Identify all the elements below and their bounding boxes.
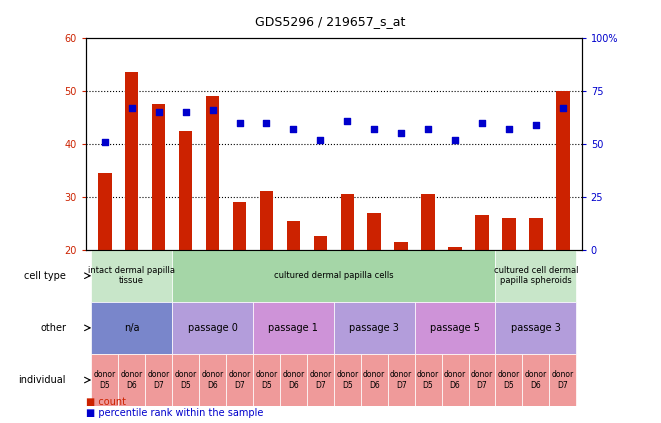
- Bar: [388, 354, 414, 406]
- Point: [180, 109, 191, 115]
- Bar: [529, 218, 543, 250]
- Text: ■ count: ■ count: [86, 397, 126, 407]
- Text: donor
D7: donor D7: [229, 370, 251, 390]
- Bar: [172, 250, 496, 302]
- Point: [369, 126, 379, 132]
- Bar: [442, 354, 469, 406]
- Text: cell type: cell type: [24, 271, 66, 281]
- Bar: [414, 354, 442, 406]
- Point: [396, 130, 407, 137]
- Point: [315, 136, 326, 143]
- Bar: [206, 96, 219, 250]
- Text: donor
D7: donor D7: [552, 370, 574, 390]
- Text: donor
D6: donor D6: [444, 370, 466, 390]
- Bar: [118, 354, 145, 406]
- Text: donor
D7: donor D7: [390, 370, 412, 390]
- Bar: [226, 354, 253, 406]
- Bar: [340, 194, 354, 250]
- Text: ■ percentile rank within the sample: ■ percentile rank within the sample: [86, 408, 263, 418]
- Text: other: other: [40, 323, 66, 333]
- Text: intact dermal papilla
tissue: intact dermal papilla tissue: [88, 266, 175, 286]
- Point: [234, 119, 245, 126]
- Bar: [414, 302, 496, 354]
- Bar: [556, 91, 570, 250]
- Bar: [91, 250, 172, 302]
- Bar: [179, 131, 192, 250]
- Bar: [91, 302, 172, 354]
- Bar: [448, 247, 462, 250]
- Bar: [287, 220, 300, 250]
- Text: donor
D5: donor D5: [94, 370, 116, 390]
- Bar: [172, 302, 253, 354]
- Bar: [496, 302, 576, 354]
- Text: donor
D5: donor D5: [498, 370, 520, 390]
- Bar: [368, 213, 381, 250]
- Point: [504, 126, 514, 132]
- Text: GDS5296 / 219657_s_at: GDS5296 / 219657_s_at: [255, 15, 406, 28]
- Point: [423, 126, 434, 132]
- Text: passage 1: passage 1: [268, 323, 319, 333]
- Bar: [502, 218, 516, 250]
- Text: donor
D5: donor D5: [336, 370, 358, 390]
- Point: [477, 119, 487, 126]
- Bar: [522, 354, 549, 406]
- Bar: [172, 354, 199, 406]
- Point: [449, 136, 460, 143]
- Text: n/a: n/a: [124, 323, 139, 333]
- Bar: [91, 354, 118, 406]
- Text: passage 3: passage 3: [511, 323, 561, 333]
- Bar: [98, 173, 112, 250]
- Bar: [469, 354, 496, 406]
- Point: [126, 104, 137, 111]
- Text: donor
D7: donor D7: [309, 370, 331, 390]
- Text: cultured cell dermal
papilla spheroids: cultured cell dermal papilla spheroids: [494, 266, 578, 286]
- Point: [100, 138, 110, 145]
- Bar: [307, 354, 334, 406]
- Bar: [260, 192, 273, 250]
- Bar: [496, 354, 522, 406]
- Bar: [334, 302, 414, 354]
- Text: donor
D5: donor D5: [417, 370, 439, 390]
- Text: donor
D5: donor D5: [175, 370, 197, 390]
- Text: donor
D7: donor D7: [471, 370, 493, 390]
- Bar: [253, 354, 280, 406]
- Text: passage 0: passage 0: [188, 323, 237, 333]
- Text: donor
D7: donor D7: [147, 370, 170, 390]
- Point: [153, 109, 164, 115]
- Bar: [199, 354, 226, 406]
- Bar: [313, 236, 327, 250]
- Bar: [280, 354, 307, 406]
- Text: donor
D6: donor D6: [282, 370, 305, 390]
- Text: donor
D5: donor D5: [255, 370, 278, 390]
- Bar: [253, 302, 334, 354]
- Text: cultured dermal papilla cells: cultured dermal papilla cells: [274, 271, 393, 280]
- Text: donor
D6: donor D6: [525, 370, 547, 390]
- Point: [208, 107, 218, 113]
- Bar: [361, 354, 388, 406]
- Bar: [152, 104, 165, 250]
- Text: passage 5: passage 5: [430, 323, 480, 333]
- Text: donor
D6: donor D6: [202, 370, 223, 390]
- Point: [342, 117, 352, 124]
- Text: individual: individual: [19, 375, 66, 385]
- Bar: [334, 354, 361, 406]
- Bar: [549, 354, 576, 406]
- Text: donor
D6: donor D6: [363, 370, 385, 390]
- Bar: [145, 354, 172, 406]
- Bar: [421, 194, 435, 250]
- Point: [531, 121, 541, 128]
- Bar: [233, 202, 247, 250]
- Bar: [475, 215, 488, 250]
- Point: [557, 104, 568, 111]
- Point: [288, 126, 299, 132]
- Text: donor
D6: donor D6: [120, 370, 143, 390]
- Bar: [395, 242, 408, 250]
- Point: [261, 119, 272, 126]
- Bar: [496, 250, 576, 302]
- Text: passage 3: passage 3: [349, 323, 399, 333]
- Bar: [125, 72, 138, 250]
